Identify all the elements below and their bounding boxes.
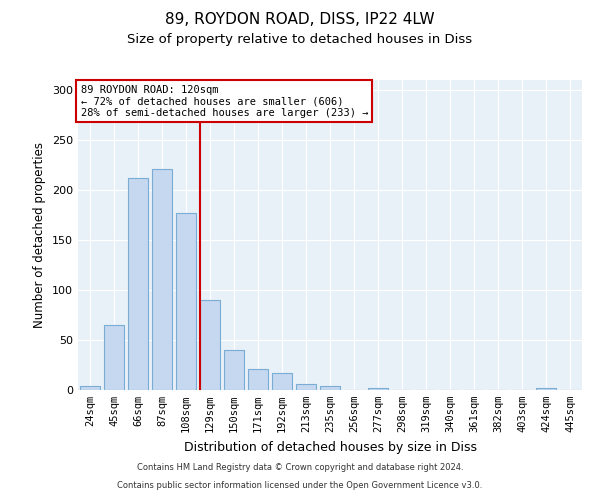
Text: 89 ROYDON ROAD: 120sqm
← 72% of detached houses are smaller (606)
28% of semi-de: 89 ROYDON ROAD: 120sqm ← 72% of detached… <box>80 84 368 118</box>
Bar <box>104 325 124 390</box>
Bar <box>368 388 388 390</box>
Bar <box>272 373 292 390</box>
Bar <box>296 384 316 390</box>
Y-axis label: Number of detached properties: Number of detached properties <box>34 142 46 328</box>
Bar <box>536 388 556 390</box>
Bar <box>80 386 100 390</box>
Bar <box>200 300 220 390</box>
Text: 89, ROYDON ROAD, DISS, IP22 4LW: 89, ROYDON ROAD, DISS, IP22 4LW <box>165 12 435 28</box>
Bar <box>248 369 268 390</box>
Bar <box>320 386 340 390</box>
X-axis label: Distribution of detached houses by size in Diss: Distribution of detached houses by size … <box>184 440 476 454</box>
Bar <box>152 169 172 390</box>
Bar <box>176 213 196 390</box>
Text: Contains HM Land Registry data © Crown copyright and database right 2024.: Contains HM Land Registry data © Crown c… <box>137 464 463 472</box>
Bar <box>224 350 244 390</box>
Text: Size of property relative to detached houses in Diss: Size of property relative to detached ho… <box>127 32 473 46</box>
Bar <box>128 178 148 390</box>
Text: Contains public sector information licensed under the Open Government Licence v3: Contains public sector information licen… <box>118 481 482 490</box>
